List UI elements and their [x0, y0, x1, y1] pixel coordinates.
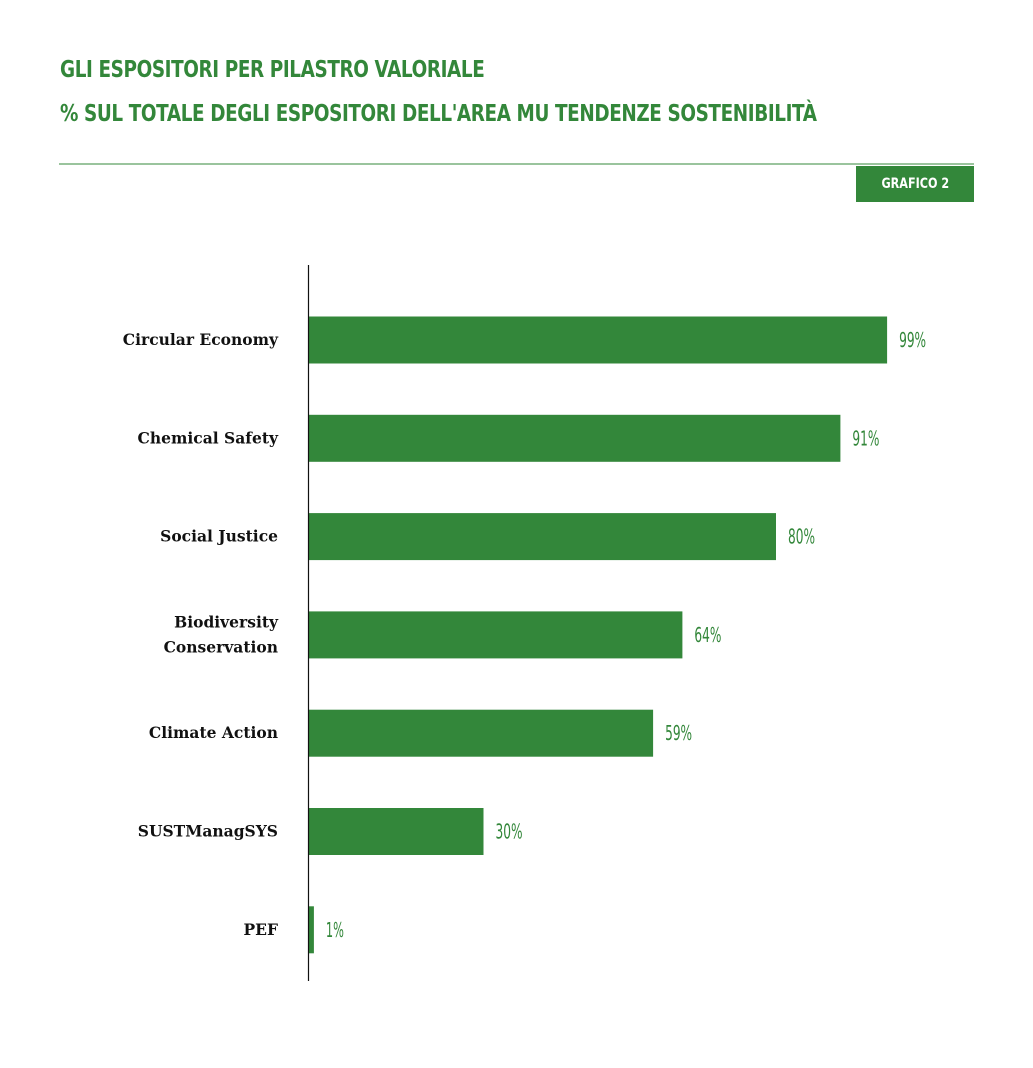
chart-number-badge: GRAFICO 2 — [856, 166, 974, 202]
bar-6 — [308, 906, 314, 954]
chart-subtitle: % SUL TOTALE DEGLI ESPOSITORI DELL'AREA … — [60, 101, 817, 127]
bar-4 — [308, 709, 654, 757]
bar-1 — [308, 414, 841, 462]
bar-2 — [308, 513, 776, 561]
bar-3 — [308, 611, 683, 659]
value-label-5: 30% — [496, 820, 523, 844]
value-label-2: 80% — [788, 525, 815, 549]
bars-layer: 99% Circular Economy 91% Chemical Safety 80%… — [123, 316, 926, 954]
value-label-6: 1% — [326, 918, 344, 942]
value-label-3: 64% — [694, 623, 721, 647]
category-label-4: Climate Action — [149, 723, 278, 742]
bar-0 — [308, 316, 888, 364]
header-divider — [59, 163, 974, 165]
value-label-1: 91% — [852, 426, 879, 450]
category-label-5: SUSTManagSYS — [138, 822, 278, 841]
category-label-6: PEF — [244, 920, 278, 939]
value-label-0: 99% — [899, 328, 926, 352]
category-label-3-line-0: Biodiversity — [174, 612, 279, 631]
category-label-3-line-1: Conservation — [164, 637, 278, 656]
bar-5 — [308, 808, 484, 855]
category-label-2: Social Justice — [160, 527, 278, 546]
category-label-1: Chemical Safety — [138, 428, 279, 447]
category-label-0: Circular Economy — [123, 330, 279, 349]
chart-title: GLI ESPOSITORI PER PILASTRO VALORIALE — [60, 57, 485, 83]
chart-number-label: GRAFICO 2 — [881, 176, 949, 192]
value-label-4: 59% — [665, 721, 692, 745]
